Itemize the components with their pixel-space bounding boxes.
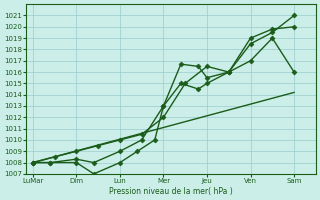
X-axis label: Pression niveau de la mer( hPa ): Pression niveau de la mer( hPa ) [109, 187, 233, 196]
